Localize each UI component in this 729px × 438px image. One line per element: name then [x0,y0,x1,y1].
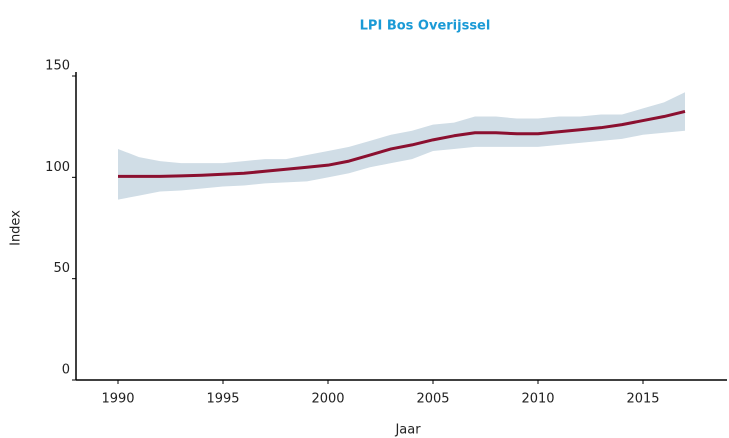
x-tick-label: 2000 [311,392,344,407]
x-tick-label: 1995 [206,392,239,407]
y-tick-label: 0 [62,363,70,378]
y-tick-label: 100 [45,160,70,175]
x-tick-label: 2005 [416,392,449,407]
x-axis-label: Jaar [394,423,421,438]
x-tick-label: 2015 [626,392,659,407]
y-axis-label: Index [9,210,24,246]
chart-title: LPI Bos Overijssel [360,19,491,34]
x-tick-label: 2010 [521,392,554,407]
y-tick-label: 50 [53,261,70,276]
index-line [118,110,686,178]
y-tick-label: 150 [45,59,70,74]
x-tick-label: 1990 [101,392,134,407]
